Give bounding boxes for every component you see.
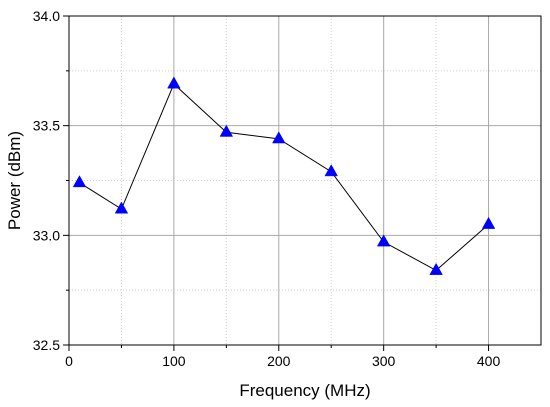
y-axis-label: Power (dBm)	[5, 131, 24, 230]
data-point-marker	[272, 131, 286, 144]
x-tick-label: 300	[372, 353, 396, 369]
data-point-marker	[376, 234, 391, 247]
data-point-marker	[114, 201, 129, 214]
data-point-marker	[72, 175, 87, 188]
x-axis-label: Frequency (MHz)	[239, 381, 370, 400]
data-point-marker	[324, 164, 338, 177]
y-tick-label: 33.5	[33, 118, 60, 134]
y-tick-label: 32.5	[33, 337, 60, 353]
data-point-marker	[429, 262, 443, 275]
x-tick-label: 200	[267, 353, 291, 369]
tick-labels: 0 100 200 300 400 32.5 33.0 33.5 34.0	[33, 8, 501, 369]
axis-ticks	[63, 15, 490, 351]
x-tick-label: 0	[65, 353, 73, 369]
x-tick-label: 400	[477, 353, 501, 369]
data-point-marker	[219, 124, 234, 137]
grid-lines	[69, 16, 541, 345]
x-tick-label: 100	[162, 353, 186, 369]
data-markers	[72, 76, 496, 275]
data-point-marker	[481, 216, 496, 229]
series-line	[79, 83, 489, 272]
y-tick-label: 33.0	[33, 227, 60, 243]
data-point-marker	[167, 76, 181, 89]
plot-frame	[68, 15, 542, 346]
y-tick-label: 34.0	[33, 8, 60, 24]
